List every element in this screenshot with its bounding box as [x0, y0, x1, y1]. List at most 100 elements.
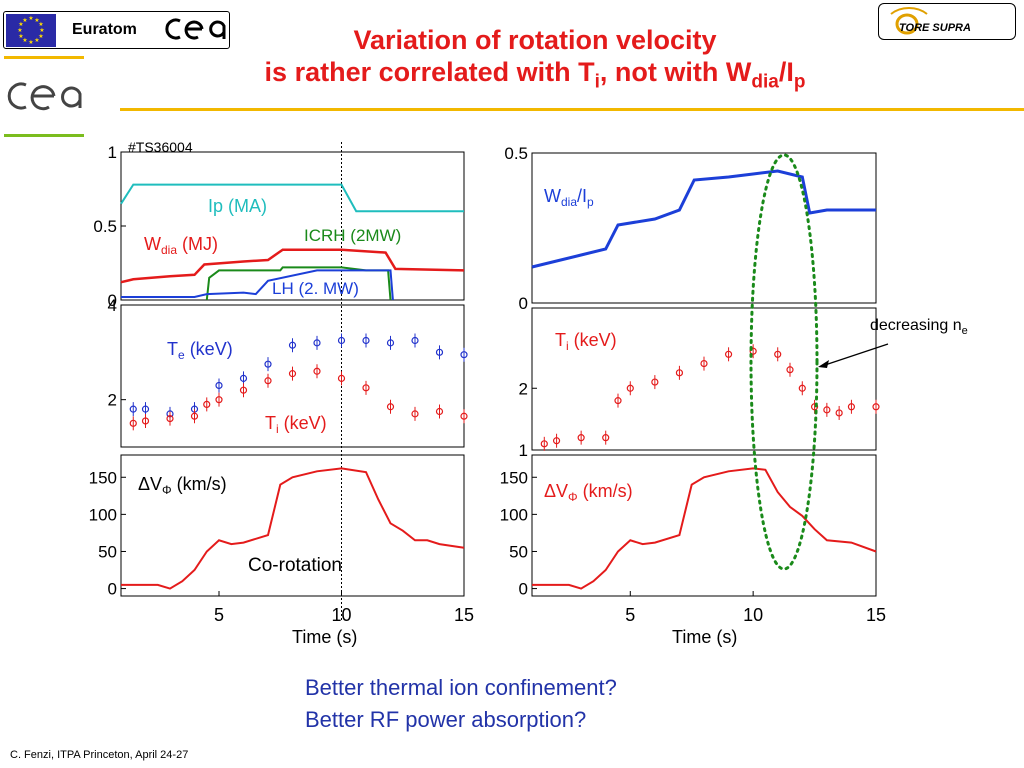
ti-left-point [337, 374, 346, 382]
ti-right-series-markers [540, 344, 880, 451]
ti-left-series-markers [129, 364, 468, 431]
ti-left-point [215, 396, 223, 404]
cea-logo-small [165, 18, 226, 40]
svg-text:★: ★ [22, 37, 27, 44]
y-tick-label: 0 [108, 580, 117, 599]
title-line-1: Variation of rotation velocity [353, 25, 717, 55]
y-tick-label: 2 [519, 379, 528, 398]
tore-supra-logo: TORE SUPRA [878, 3, 1016, 40]
y-tick-label: 0 [519, 294, 528, 313]
ti-right-point [798, 384, 806, 392]
ti-right-point [700, 359, 708, 368]
y-tick-label: 0.5 [504, 144, 528, 163]
icrh-label: ICRH (2MW) [304, 226, 401, 245]
ti-right-point [577, 434, 585, 442]
te-point [386, 339, 395, 347]
ti-left-point [411, 410, 419, 418]
y-tick-label: 1 [519, 441, 528, 460]
annotation-arrow [821, 343, 889, 367]
ti-left-point [435, 407, 444, 416]
ti-right-point [847, 403, 856, 411]
ti-right-point [786, 366, 794, 374]
corotation-label: Co-rotation [248, 555, 342, 576]
ti-right-point [774, 350, 782, 358]
te-point [337, 336, 346, 345]
lh-label: LH (2. MW) [272, 279, 359, 298]
ti-left-point [386, 403, 395, 411]
velocity-left-series-line [121, 467, 465, 590]
x-axis-label-right: Time (s) [672, 627, 737, 647]
wdia-label: Wdia (MJ) [144, 234, 218, 257]
svg-text:★: ★ [18, 33, 23, 40]
svg-text:★: ★ [39, 27, 44, 34]
y-tick-label: 4 [108, 296, 117, 315]
x-tick-label: 5 [625, 605, 635, 625]
svg-text:★: ★ [28, 15, 33, 22]
wdia-over-ip-series-line [531, 169, 876, 269]
shot-number-label: #TS36004 [128, 139, 193, 155]
y-tick-label: 0.5 [93, 217, 117, 236]
panel-bottom-right-frame [531, 454, 877, 597]
ti-left-point [239, 386, 248, 394]
ti-right-point [614, 397, 622, 405]
y-tick-label: 50 [98, 542, 117, 561]
y-tick-label: 0 [108, 291, 117, 310]
ti-right-point [749, 347, 757, 355]
te-point [239, 374, 248, 382]
ti-right-point [823, 406, 831, 414]
highlight-ellipse [749, 153, 819, 571]
te-point [460, 351, 468, 359]
x-tick-label: 15 [454, 605, 474, 625]
panel-top-left-frame [120, 151, 465, 301]
ti-right-label: Ti (keV) [555, 330, 617, 353]
panel-mid-left-frame [120, 304, 465, 448]
decreasing-ne-annotation: decreasing ne [870, 317, 968, 337]
te-point [141, 405, 150, 413]
questions-block: Better thermal ion confinement? Better R… [305, 672, 617, 736]
ti-right-point [675, 369, 684, 377]
te-point [215, 381, 223, 390]
title-underline [120, 108, 1024, 111]
svg-text:★: ★ [17, 27, 22, 34]
y-tick-label: 0 [519, 580, 528, 599]
eu-flag-icon: ★ ★ ★ ★ ★ ★ ★ ★ ★ ★ ★ ★ [6, 14, 56, 47]
footer-credit: C. Fenzi, ITPA Princeton, April 24-27 [10, 749, 189, 761]
ti-right-point [540, 440, 548, 448]
svg-text:★: ★ [22, 17, 27, 24]
panel-top-right-frame [531, 152, 877, 304]
ti-left-point [166, 415, 174, 423]
svg-text:★: ★ [28, 39, 33, 46]
y-tick-label: 100 [500, 505, 528, 524]
ti-right-point [552, 437, 561, 445]
ti-left-point [129, 419, 137, 427]
x-tick-label: 10 [331, 605, 351, 625]
x-axis-label-left: Time (s) [292, 627, 357, 647]
y-tick-label: 2 [108, 391, 117, 410]
yellow-divider [4, 56, 84, 59]
y-tick-label: 1 [108, 143, 117, 162]
velocity-right-series-line [532, 467, 877, 590]
x-tick-label: 5 [214, 605, 224, 625]
y-tick-label: 150 [500, 468, 528, 487]
ti-left-point [141, 417, 150, 425]
tore-supra-emblem-icon [890, 7, 928, 35]
ti-left-label: Ti (keV) [265, 413, 327, 436]
svg-text:★: ★ [38, 33, 43, 40]
title-line-2: is rather correlated with Ti, not with W… [264, 57, 806, 93]
y-tick-label: 100 [89, 505, 117, 524]
ti-right-point [724, 350, 733, 358]
te-label: Te (keV) [167, 339, 233, 362]
y-tick-label: 150 [89, 468, 117, 487]
ti-right-point [872, 403, 880, 411]
question-2: Better RF power absorption? [305, 707, 587, 732]
ip-series-line [120, 183, 464, 213]
ip-label: Ip (MA) [208, 196, 267, 216]
te-point [129, 405, 137, 413]
svg-text:★: ★ [34, 37, 39, 44]
green-divider [4, 134, 84, 137]
te-point [411, 336, 419, 345]
question-1: Better thermal ion confinement? [305, 675, 617, 700]
slide-title: Variation of rotation velocity is rather… [150, 24, 920, 98]
